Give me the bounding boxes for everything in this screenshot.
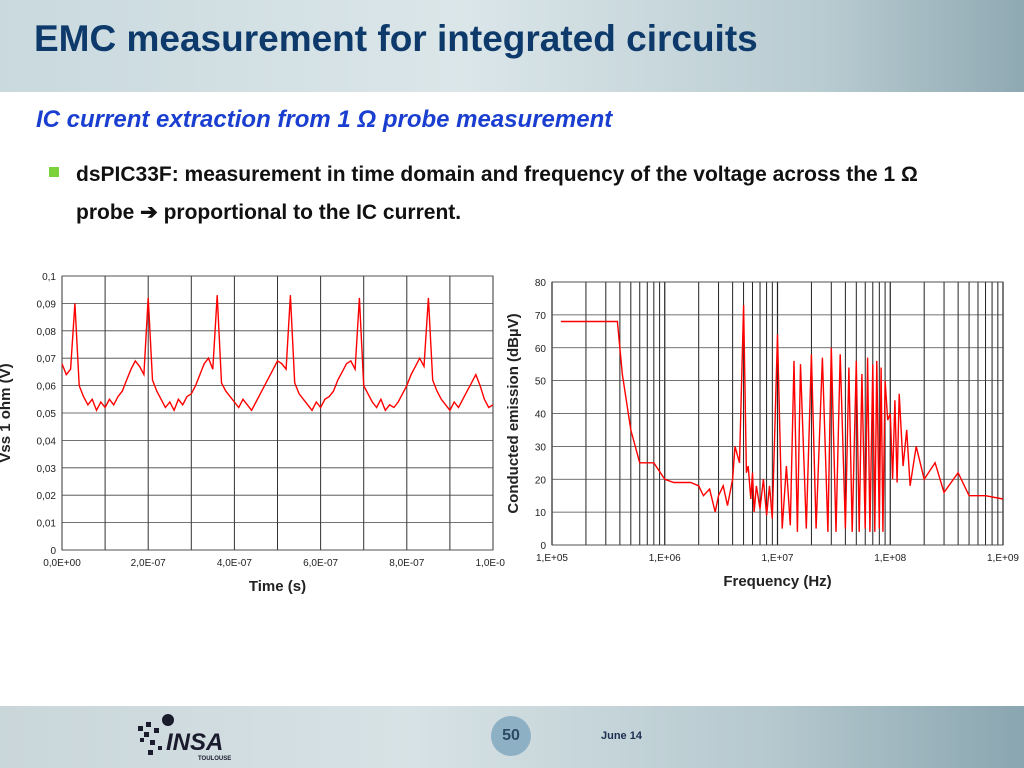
x-tick-label: 8,0E-07: [389, 558, 424, 569]
logo-subtext: TOULOUSE: [198, 756, 231, 762]
y-tick-label: 40: [535, 410, 547, 421]
y-axis-label: Conducted emission (dBµV): [505, 313, 522, 513]
slide-header: [0, 0, 1024, 92]
slide-date: June 14: [601, 730, 642, 742]
y-tick-label: 0,07: [37, 354, 57, 365]
y-axis-label: Vss 1 ohm (V): [0, 363, 14, 462]
y-tick-label: 0,09: [37, 299, 57, 310]
y-tick-label: 50: [535, 377, 547, 388]
x-tick-label: 6,0E-07: [303, 558, 338, 569]
y-tick-label: 0,03: [37, 464, 57, 475]
x-tick-label: 0,0E+00: [43, 558, 81, 569]
x-tick-label: 1,E+05: [536, 553, 568, 564]
slide-subtitle: IC current extraction from 1 Ω probe mea…: [36, 106, 613, 133]
y-tick-label: 0,01: [37, 519, 57, 530]
y-tick-label: 0,04: [37, 436, 57, 447]
y-tick-label: 0,1: [42, 272, 56, 283]
y-tick-label: 10: [535, 508, 547, 519]
x-tick-label: 1,E+09: [987, 553, 1019, 564]
series-line: [560, 304, 1004, 532]
y-tick-label: 80: [535, 278, 547, 289]
y-tick-label: 0,06: [37, 382, 57, 393]
x-tick-label: 2,0E-07: [131, 558, 166, 569]
slide-title: EMC measurement for integrated circuits: [34, 18, 758, 59]
y-tick-label: 20: [535, 475, 547, 486]
x-tick-label: 1,E+06: [649, 553, 681, 564]
page-number: 50: [491, 716, 531, 756]
x-tick-label: 4,0E-07: [217, 558, 252, 569]
x-tick-label: 1,0E-06: [475, 558, 505, 569]
logo-text: INSA: [166, 729, 223, 756]
time-domain-chart: 0 0,01 0,02 0,03 0,04 0,05 0,06 0,07 0,08 0,09 0,1…: [0, 272, 505, 595]
bullet-marker: [49, 167, 59, 177]
x-tick-label: 1,E+07: [762, 553, 794, 564]
bullet-text: dsPIC33F: measurement in time domain and…: [76, 163, 918, 224]
x-axis-label: Frequency (Hz): [723, 573, 831, 590]
y-tick-label: 0,02: [37, 491, 57, 502]
x-axis-label: Time (s): [249, 578, 306, 595]
frequency-domain-chart: 0 10 20 30 40 50 60 70 80 1,E+05 1,E+06 1,E+07 1,E+0…: [505, 278, 1019, 590]
insa-logo: INSA TOULOUSE: [138, 714, 231, 762]
y-tick-label: 60: [535, 344, 547, 355]
y-tick-label: 30: [535, 442, 547, 453]
x-tick-label: 1,E+08: [874, 553, 906, 564]
y-tick-label: 0,08: [37, 327, 57, 338]
y-tick-label: 0,05: [37, 409, 57, 420]
series-line: [61, 295, 494, 412]
y-tick-label: 70: [535, 311, 547, 322]
y-tick-label: 0: [50, 546, 56, 557]
y-tick-label: 0: [540, 541, 546, 552]
